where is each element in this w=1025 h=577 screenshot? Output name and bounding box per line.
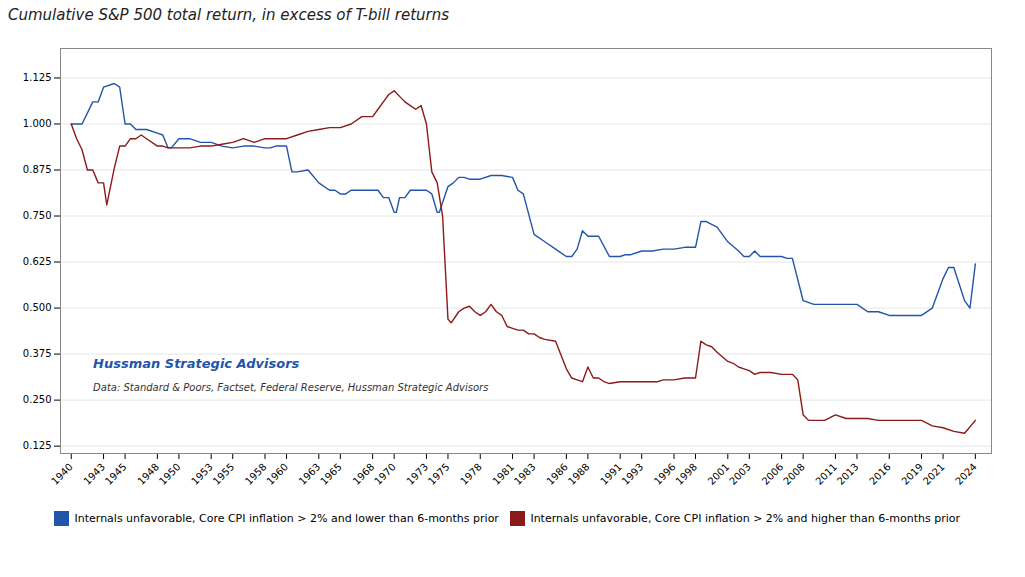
svg-text:2013: 2013 [835,461,861,487]
svg-text:0.250: 0.250 [23,394,52,405]
svg-text:1950: 1950 [157,461,183,487]
svg-text:1996: 1996 [652,461,678,487]
svg-text:2001: 2001 [706,461,732,487]
svg-text:0.375: 0.375 [23,348,52,359]
svg-text:2019: 2019 [899,461,925,487]
svg-text:1991: 1991 [598,461,624,487]
svg-text:2011: 2011 [813,461,839,487]
svg-text:2006: 2006 [760,461,786,487]
svg-text:1958: 1958 [243,461,269,487]
svg-text:1978: 1978 [458,461,484,487]
svg-text:1993: 1993 [620,461,646,487]
svg-text:1940: 1940 [49,461,75,487]
svg-text:1973: 1973 [404,461,430,487]
svg-text:0.125: 0.125 [23,440,52,451]
svg-text:1963: 1963 [297,461,323,487]
svg-text:1948: 1948 [135,461,161,487]
svg-text:1986: 1986 [544,461,570,487]
svg-text:1.000: 1.000 [23,118,52,129]
svg-text:1970: 1970 [372,461,398,487]
svg-text:1.125: 1.125 [23,72,52,83]
svg-text:2008: 2008 [781,461,807,487]
svg-text:1960: 1960 [264,461,290,487]
svg-text:0.625: 0.625 [23,256,52,267]
svg-text:1988: 1988 [566,461,592,487]
svg-text:1983: 1983 [512,461,538,487]
svg-text:Hussman Strategic Advisors: Hussman Strategic Advisors [93,356,299,371]
html-text:Internals unfavorable, Core CP: Internals unfavorable, Core CPI inflatio… [74,512,499,525]
svg-text:2016: 2016 [867,461,893,487]
svg-text:0.875: 0.875 [23,164,52,175]
svg-text:0.750: 0.750 [23,210,52,221]
svg-text:1955: 1955 [211,461,237,487]
svg-text:Data: Standard & Poors, Factse: Data: Standard & Poors, Factset, Federal… [93,382,488,393]
svg-text:1968: 1968 [351,461,377,487]
svg-text:2021: 2021 [921,461,947,487]
svg-text:1965: 1965 [318,461,344,487]
svg-text:1953: 1953 [189,461,215,487]
svg-text:2024: 2024 [953,461,979,487]
svg-text:1943: 1943 [81,461,107,487]
html-text:Internals unfavorable, Core CP: Internals unfavorable, Core CPI inflatio… [530,512,960,525]
svg-text:2003: 2003 [727,461,753,487]
svg-text:1945: 1945 [103,461,129,487]
svg-text:1998: 1998 [673,461,699,487]
html-text:Cumulative S&P 500 total retur: Cumulative S&P 500 total return, in exce… [8,6,449,24]
svg-text:1981: 1981 [490,461,516,487]
svg-text:0.500: 0.500 [23,302,52,313]
svg-text:1975: 1975 [426,461,452,487]
